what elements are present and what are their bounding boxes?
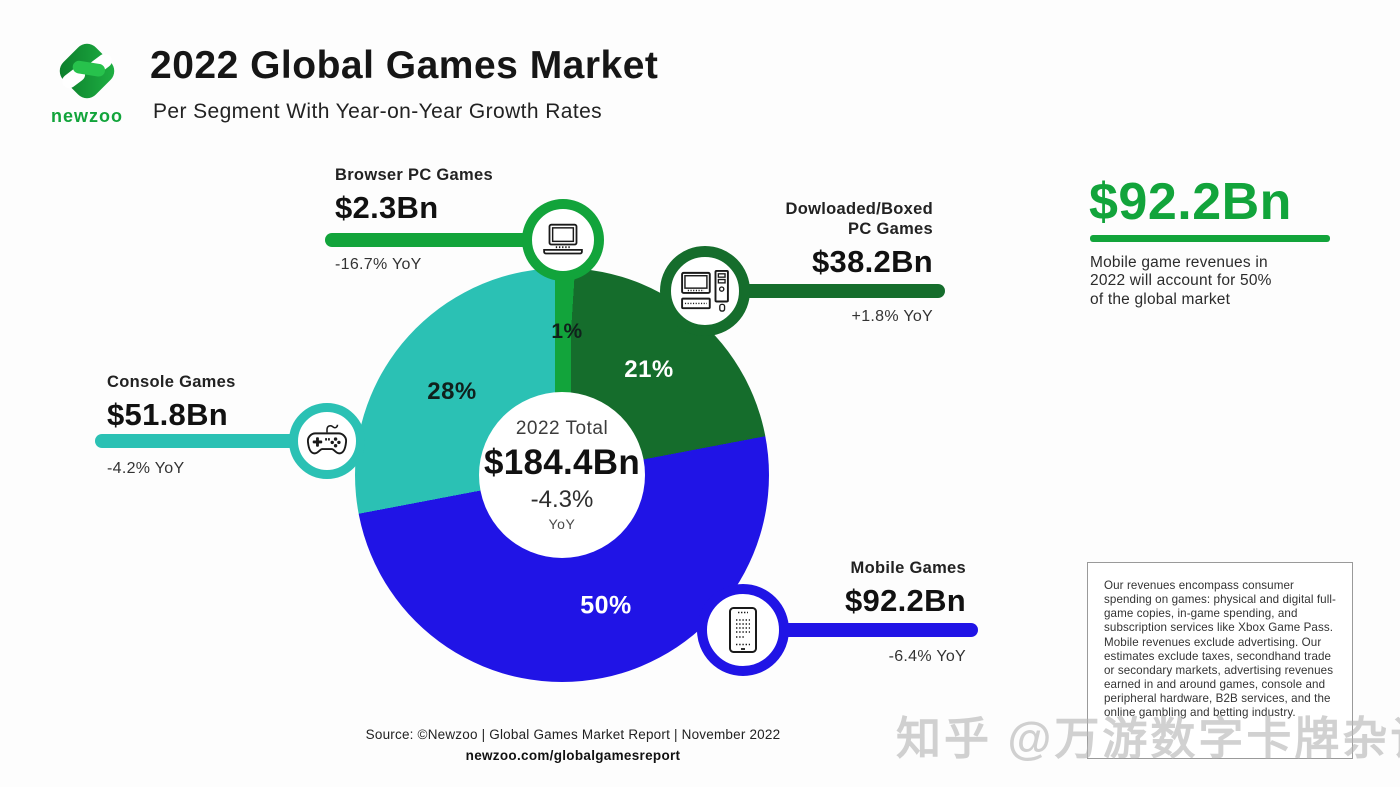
mobile-callout: Mobile Games $92.2Bn	[766, 559, 966, 619]
donut-center: 2022 Total $184.4Bn -4.3% YoY	[479, 392, 645, 558]
mobile-callout-circle	[697, 584, 789, 676]
mobile-callout-line	[743, 623, 978, 637]
methodology-note-box: Our revenues encompass consumer spending…	[1087, 562, 1353, 759]
mobile-name: Mobile Games	[850, 559, 966, 577]
slice-label-boxed: 21%	[624, 356, 674, 383]
browser-value: $2.3Bn	[335, 189, 439, 225]
source-line: Source: ©Newzoo | Global Games Market Re…	[365, 727, 781, 742]
laptop-icon	[543, 223, 583, 255]
slice-label-console: 28%	[427, 378, 477, 405]
browser-yoy: -16.7% YoY	[335, 256, 422, 273]
donut-center-yoy-unit: YoY	[548, 516, 576, 532]
highlight-value: $92.2Bn	[1089, 173, 1292, 231]
methodology-note-text: Our revenues encompass consumer spending…	[1104, 579, 1337, 720]
source-url[interactable]: newzoo.com/globalgamesreport	[465, 748, 681, 763]
boxed-callout: Dowloaded/Boxed PC Games $38.2Bn	[733, 200, 933, 280]
newzoo-diamond-icon	[59, 43, 115, 99]
browser-callout-line	[325, 233, 543, 247]
zhihu-watermark: 知乎 @万游数字卡牌杂谈	[896, 713, 1400, 764]
desktop-pc-icon	[681, 270, 729, 312]
page-subtitle: Per Segment With Year-on-Year Growth Rat…	[153, 100, 603, 123]
newzoo-logo: newzoo	[48, 34, 126, 130]
boxed-name-line1: Dowloaded/Boxed	[785, 200, 933, 218]
logo-wordmark: newzoo	[51, 106, 123, 126]
boxed-value: $38.2Bn	[812, 243, 933, 279]
console-name: Console Games	[107, 373, 236, 391]
console-callout-circle	[289, 403, 365, 479]
page-title: 2022 Global Games Market	[150, 44, 659, 87]
console-callout-line	[95, 434, 325, 448]
boxed-callout-circle	[660, 246, 750, 336]
donut-center-yoy: -4.3%	[530, 486, 594, 513]
boxed-callout-line	[705, 284, 945, 298]
gamepad-icon	[306, 424, 348, 455]
slice-label-mobile: 50%	[580, 591, 632, 620]
browser-name: Browser PC Games	[335, 166, 493, 184]
boxed-name-line2: PC Games	[848, 219, 933, 238]
donut-center-title: 2022 Total	[515, 418, 609, 439]
highlight-underline	[1090, 235, 1330, 242]
mobile-value: $92.2Bn	[845, 582, 966, 618]
browser-callout-stem	[555, 270, 571, 402]
boxed-yoy: +1.8% YoY	[851, 308, 933, 325]
console-yoy: -4.2% YoY	[107, 460, 185, 477]
console-value: $51.8Bn	[107, 396, 228, 432]
console-callout: Console Games $51.8Bn	[107, 373, 236, 433]
mobile-yoy: -6.4% YoY	[888, 648, 966, 665]
browser-callout-circle	[522, 199, 604, 281]
highlight-text: Mobile game revenues in 2022 will accoun…	[1090, 254, 1272, 308]
smartphone-icon	[729, 607, 757, 653]
slice-label-browser: 1%	[551, 320, 583, 343]
donut-center-total: $184.4Bn	[483, 443, 641, 482]
browser-callout: Browser PC Games $2.3Bn	[335, 166, 493, 226]
